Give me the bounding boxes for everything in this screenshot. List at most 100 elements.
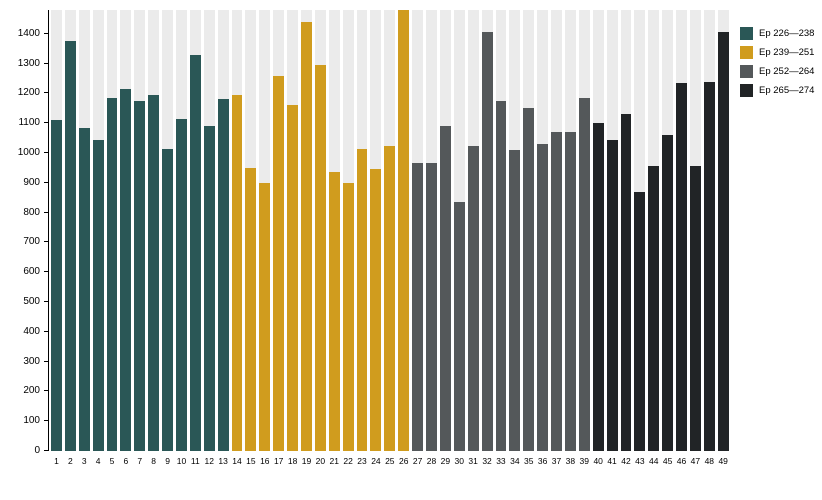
bar-slot: 30 [453, 10, 465, 465]
bar-slot: 14 [231, 10, 243, 465]
bar-slot: 8 [148, 10, 160, 465]
bar-episode-44 [648, 166, 660, 451]
x-axis-label: 17 [273, 455, 284, 466]
bar-episode-22 [342, 182, 354, 451]
x-axis-label: 18 [287, 455, 298, 466]
legend-item: Ep 226—238 [740, 27, 814, 40]
bar-slot: 9 [162, 10, 174, 465]
bar-slot: 40 [592, 10, 604, 465]
bar-slot: 12 [203, 10, 215, 465]
bar-slot: 19 [301, 10, 312, 465]
bar-slot: 23 [356, 10, 368, 465]
bar-episode-37 [551, 132, 562, 451]
x-axis-label: 25 [385, 455, 395, 466]
x-axis-label: 7 [137, 455, 143, 466]
bar-episode-31 [467, 145, 479, 451]
x-axis-label: 28 [426, 455, 437, 466]
bar-episode-32 [481, 32, 493, 451]
x-axis-label: 34 [510, 455, 520, 466]
y-axis-tick [44, 62, 48, 64]
x-axis-label: 36 [537, 455, 548, 466]
bar-episode-8 [148, 94, 160, 451]
y-axis-tick [44, 390, 48, 392]
bar-slot: 13 [217, 10, 229, 465]
x-axis-label: 4 [95, 455, 101, 466]
bar-slot: 22 [342, 10, 354, 465]
legend-swatch [740, 27, 753, 40]
bar-episode-6 [120, 88, 132, 451]
y-axis-tick-label: 900 [23, 176, 40, 188]
bar-episode-18 [287, 105, 299, 451]
x-axis-label: 9 [165, 455, 170, 466]
x-axis-label: 35 [523, 455, 534, 466]
x-axis-label: 41 [607, 455, 617, 466]
bar-episode-35 [523, 108, 535, 451]
x-axis-label: 14 [232, 455, 242, 466]
x-axis-label: 1 [54, 455, 59, 466]
legend-swatch [740, 46, 753, 59]
bar-episode-21 [328, 172, 340, 451]
bar-slot: 42 [620, 10, 632, 465]
x-axis-label: 40 [593, 455, 603, 466]
x-axis-label: 24 [371, 455, 381, 466]
bar-slot: 18 [287, 10, 299, 465]
bar-episode-36 [537, 144, 549, 451]
bar-slot: 5 [106, 10, 118, 465]
y-axis-tick-label: 1300 [17, 57, 40, 69]
bar-slot: 10 [176, 10, 187, 465]
y-axis-tick [44, 92, 48, 94]
bar-slot: 29 [439, 10, 451, 465]
x-axis-label: 11 [190, 455, 200, 466]
bar-slot: 20 [314, 10, 326, 465]
bar-episode-7 [134, 100, 146, 451]
y-axis-tick-label: 1000 [17, 147, 40, 159]
y-axis-tick [44, 181, 48, 183]
x-axis-label: 3 [81, 455, 87, 466]
x-axis-label: 48 [704, 455, 715, 466]
bar-slot: 36 [537, 10, 549, 465]
bar-slot: 15 [245, 10, 257, 465]
bar-episode-26 [398, 10, 410, 451]
y-axis-tick [44, 301, 48, 303]
x-axis-label: 19 [301, 455, 312, 466]
y-axis-tick [44, 330, 48, 332]
bar-slot: 39 [578, 10, 590, 465]
bar-episode-14 [231, 94, 243, 451]
bar-slot: 1 [51, 10, 62, 465]
y-axis-tick-label: 800 [23, 206, 40, 218]
x-axis-label: 39 [579, 455, 590, 466]
bar-slot: 21 [328, 10, 340, 465]
y-axis-tick [44, 360, 48, 362]
x-axis-label: 23 [357, 455, 367, 466]
bar-slot: 17 [273, 10, 285, 465]
legend-item: Ep 265—274 [740, 84, 814, 97]
bar-episode-15 [245, 167, 257, 451]
x-axis-label: 31 [468, 455, 478, 466]
x-axis-label: 8 [151, 455, 157, 466]
x-axis-label: 45 [662, 455, 673, 466]
bar-slot: 3 [78, 10, 90, 465]
bar-slot: 31 [467, 10, 479, 465]
x-axis-label: 46 [676, 455, 687, 466]
y-axis-tick [44, 32, 48, 34]
bar-episode-38 [564, 132, 576, 451]
bar-slot: 37 [551, 10, 562, 465]
bar-episode-41 [606, 139, 618, 451]
x-axis-label: 2 [67, 455, 73, 466]
x-axis-label: 49 [718, 455, 728, 466]
bar-episode-23 [356, 148, 368, 451]
bar-slot: 43 [634, 10, 646, 465]
legend-label: Ep 239—251 [759, 46, 815, 58]
bar-slot: 44 [648, 10, 660, 465]
y-axis-tick-label: 500 [23, 296, 40, 308]
bar-episode-1 [51, 120, 62, 451]
legend-item: Ep 239—251 [740, 46, 814, 59]
legend-swatch [740, 65, 753, 78]
bar-episode-16 [259, 182, 271, 451]
y-axis: 0 100 200 300 400 500 600 700 800 900 1000 1100 1200… [0, 10, 48, 456]
y-axis-tick [44, 420, 48, 422]
bar-episode-46 [676, 83, 687, 451]
bar-episode-29 [439, 126, 451, 451]
bar-slot: 26 [398, 10, 410, 465]
